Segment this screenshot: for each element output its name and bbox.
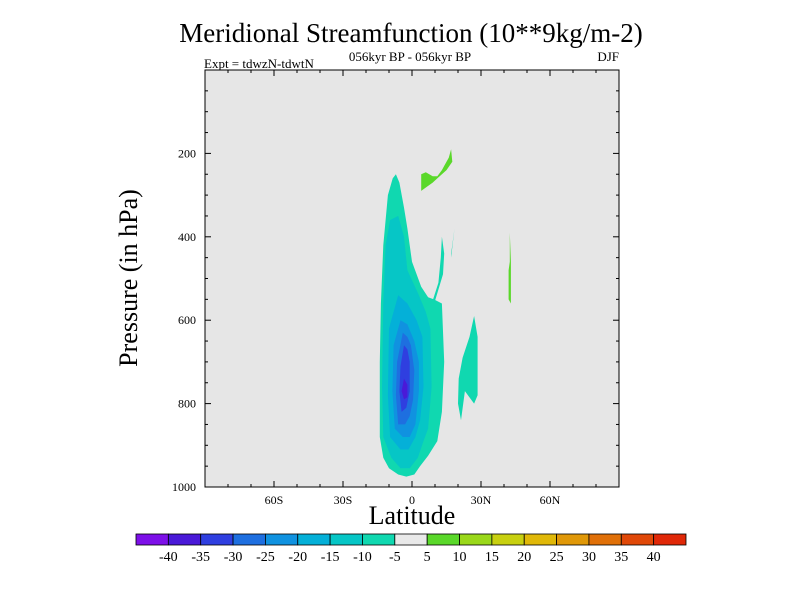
colorbar-swatch (167, 533, 202, 546)
y-tick-label: 400 (178, 230, 196, 244)
colorbar-label: -5 (389, 550, 401, 565)
colorbar: -40 -35 -30 -25 -20 -15 -10 -5 5 10 15 20 25 30 35 40 (135, 533, 687, 565)
colorbar-label: 15 (485, 550, 499, 565)
colorbar-swatch (297, 533, 331, 546)
colorbar-swatch (556, 533, 590, 546)
colorbar-label: -10 (353, 550, 372, 565)
chart-title: Meridional Streamfunction (10**9kg/m-2) (179, 18, 642, 48)
x-tick-label: 30S (334, 493, 353, 507)
colorbar-swatch (394, 533, 428, 546)
subtitle-right: DJF (597, 49, 619, 64)
contour-region (451, 228, 455, 258)
x-tick-label: 30N (471, 493, 492, 507)
colorbar-swatch (459, 533, 493, 546)
y-tick-label: 800 (178, 397, 196, 411)
colorbar-swatch (653, 533, 687, 546)
colorbar-swatch (491, 533, 525, 546)
colorbar-swatch (135, 533, 169, 546)
y-tick-label: 200 (178, 146, 196, 160)
y-tick-label: 600 (178, 313, 196, 327)
x-axis-ticks: 60S 30S 0 30N 60N (204, 70, 620, 507)
colorbar-swatch (426, 533, 460, 546)
colorbar-label: 35 (614, 550, 628, 565)
colorbar-label: -35 (191, 550, 210, 565)
colorbar-label: 30 (582, 550, 596, 565)
colorbar-swatch (232, 533, 266, 546)
colorbar-label: -40 (159, 550, 178, 565)
x-tick-label: 60S (265, 493, 284, 507)
colorbar-label: 20 (517, 550, 531, 565)
colorbar-label: 40 (647, 550, 661, 565)
colorbar-label: -30 (224, 550, 243, 565)
colorbar-swatch (265, 533, 299, 546)
colorbar-swatch (588, 533, 622, 546)
y-axis-ticks: 200 400 600 800 1000 (172, 90, 619, 494)
colorbar-swatch (523, 533, 557, 546)
x-axis-title: Latitude (369, 501, 456, 530)
colorbar-label: 25 (550, 550, 564, 565)
contour-region (401, 378, 408, 400)
subtitle-left: Expt = tdwzN-tdwtN (204, 56, 314, 71)
colorbar-label: -15 (321, 550, 340, 565)
colorbar-swatch (200, 533, 234, 546)
contour-region (508, 232, 511, 304)
colorbar-swatch (362, 533, 396, 546)
colorbar-label: 5 (424, 550, 431, 565)
colorbar-label: 10 (453, 550, 467, 565)
subtitle-center: 056kyr BP - 056kyr BP (349, 49, 471, 64)
x-tick-label: 60N (540, 493, 561, 507)
y-axis-title: Pressure (in hPa) (114, 189, 143, 367)
y-tick-label: 1000 (172, 480, 196, 494)
contour-region (421, 149, 453, 191)
contour-region (458, 316, 478, 421)
contour-region (430, 236, 445, 312)
contour-layer (379, 149, 511, 477)
colorbar-swatch (620, 533, 655, 546)
colorbar-label: -25 (256, 550, 275, 565)
colorbar-swatch (329, 533, 363, 546)
colorbar-label: -20 (288, 550, 307, 565)
x-tick-label: 0 (409, 493, 415, 507)
